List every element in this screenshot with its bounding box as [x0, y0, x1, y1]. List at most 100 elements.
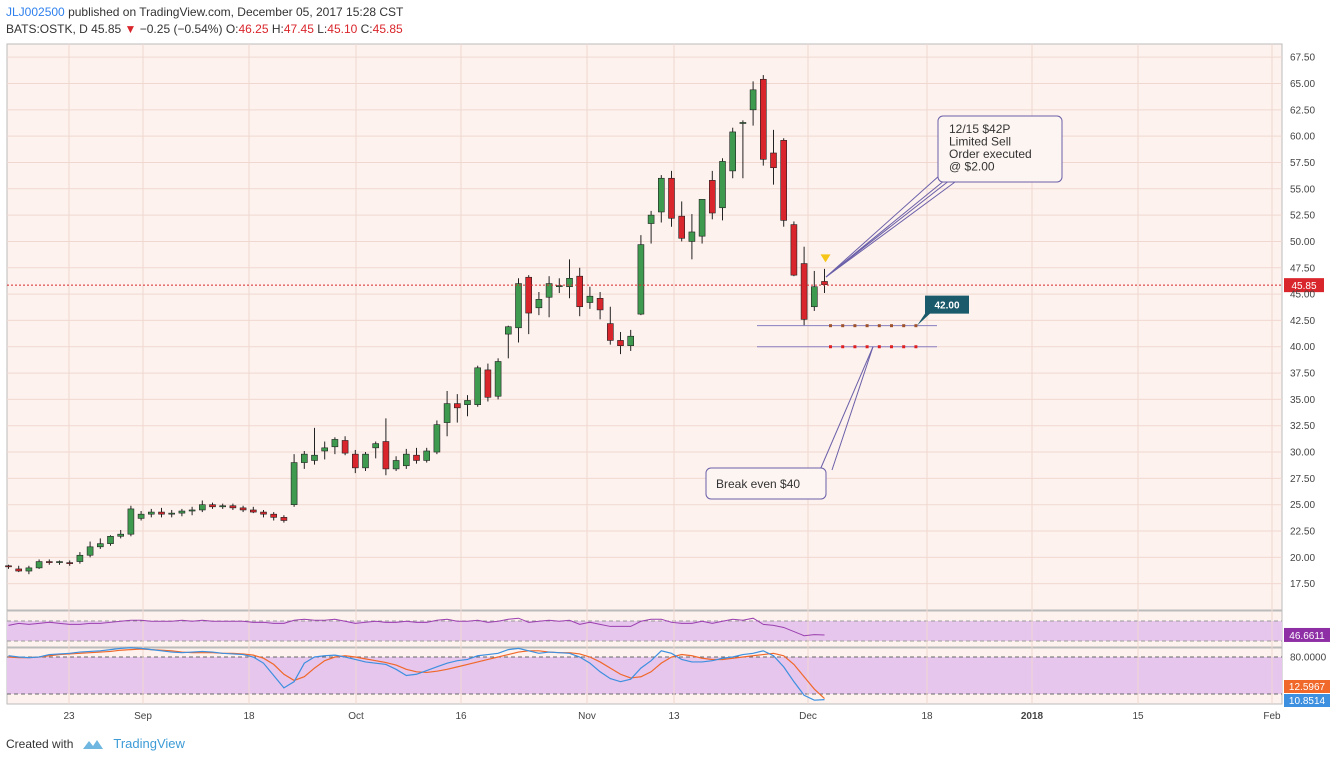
candle-body — [351, 453, 359, 469]
open-label: O: — [225, 22, 239, 36]
price-tick-label: 32.50 — [1290, 421, 1315, 432]
callout-box — [937, 115, 1063, 183]
candle-body — [402, 453, 410, 467]
candle-body — [443, 403, 451, 423]
line-marker — [829, 345, 832, 349]
candle-body — [668, 177, 675, 219]
price-tick-label: 57.50 — [1290, 158, 1315, 169]
candle-body — [739, 122, 747, 124]
candle-body — [586, 295, 594, 303]
line-marker — [914, 345, 918, 349]
stoch-80-label: 80.0000 — [1290, 653, 1327, 664]
line-marker — [902, 345, 906, 349]
candle-body — [535, 299, 543, 309]
candle-body — [678, 215, 686, 239]
candle-body — [229, 505, 237, 509]
candle-body — [341, 440, 349, 454]
publish-line: JLJ002500 published on TradingView.com, … — [6, 4, 403, 21]
candle-body — [719, 161, 726, 209]
line-marker — [890, 324, 893, 328]
chart-header: JLJ002500 published on TradingView.com, … — [6, 4, 403, 38]
candle-body — [515, 283, 522, 329]
line-marker — [902, 324, 906, 328]
line-marker — [914, 324, 918, 328]
candle-body — [790, 224, 798, 276]
stoch-d-tag — [1284, 680, 1330, 693]
candle-body — [250, 509, 257, 513]
candle-body — [647, 214, 655, 224]
tradingview-link[interactable]: TradingView — [113, 736, 185, 751]
line-marker — [829, 324, 832, 328]
candle-body — [127, 508, 135, 535]
candle-body — [66, 562, 73, 564]
candle-body — [270, 513, 278, 518]
close-value: 45.85 — [372, 22, 403, 36]
line-marker — [841, 345, 845, 349]
callout-pointer-edge — [831, 346, 874, 471]
author-link[interactable]: JLJ002500 — [6, 5, 65, 19]
candle-body — [97, 543, 104, 548]
candle-body — [148, 511, 155, 515]
candle-body — [56, 561, 63, 563]
candle-body — [260, 511, 267, 515]
candle-body — [392, 460, 400, 470]
price-tick-label: 55.00 — [1290, 184, 1315, 195]
time-tick-label: 18 — [243, 711, 255, 722]
oscillators: 46.6611 12.5967 10.8514 — [8, 617, 1330, 707]
candle-body — [76, 554, 84, 562]
candle-body — [158, 511, 165, 515]
candle-body — [759, 78, 767, 160]
candle-body — [555, 285, 563, 287]
price-tick-label: 62.50 — [1290, 105, 1315, 116]
line-marker — [877, 324, 881, 328]
last-price: 45.85 — [91, 22, 122, 36]
callout-pointer-edge — [825, 174, 941, 278]
rsi-value-label: 46.6611 — [1289, 631, 1325, 642]
callout-text: Order executed — [949, 147, 1032, 161]
line-marker — [890, 345, 893, 349]
price-tick-label: 65.00 — [1290, 79, 1315, 90]
publish-info: published on TradingView.com, December 0… — [68, 5, 404, 19]
candle-body — [311, 454, 318, 461]
candle-body — [209, 504, 216, 508]
time-tick-label: 13 — [668, 711, 680, 722]
candle-body — [545, 283, 553, 298]
candle-body — [729, 131, 737, 172]
candle-body — [464, 400, 471, 405]
candle-body — [219, 505, 226, 508]
candle-body — [117, 533, 124, 537]
grid — [7, 44, 1282, 704]
price-tick-label: 22.50 — [1290, 527, 1315, 538]
rsi-band — [7, 621, 1282, 641]
time-tick-label: Dec — [799, 711, 817, 722]
high-value: 47.45 — [283, 22, 314, 36]
price-tick-label: 50.00 — [1290, 237, 1315, 248]
candle-body — [331, 439, 339, 448]
candle-body — [362, 453, 369, 469]
candle-body — [780, 140, 788, 221]
candle-body — [453, 403, 461, 409]
main-pane-bg — [6, 43, 1283, 611]
price-tick-label: 60.00 — [1290, 132, 1315, 143]
callout-pointer-edge — [825, 181, 956, 278]
rsi-line — [8, 617, 825, 637]
open-value: 46.25 — [238, 22, 269, 36]
line-marker — [853, 345, 857, 349]
candle-body — [566, 277, 573, 288]
callout-text: Break even $40 — [716, 477, 800, 491]
candle-body — [494, 361, 502, 397]
line-marker — [877, 345, 881, 349]
candle-body — [382, 441, 390, 470]
time-tick-label: 23 — [63, 711, 75, 722]
last-price-label: 45.85 — [1291, 281, 1316, 292]
candle-body — [188, 509, 196, 512]
callout-pointer-edge — [819, 346, 874, 471]
candle-body — [627, 335, 635, 346]
callout-box — [705, 467, 827, 500]
axes: 17.50 20.00 22.50 25.00 27.50 30.00 32.50 35.00… — [63, 53, 1326, 722]
low-value: 45.10 — [327, 22, 358, 36]
candle-body — [413, 454, 420, 461]
candle-body — [372, 443, 380, 449]
